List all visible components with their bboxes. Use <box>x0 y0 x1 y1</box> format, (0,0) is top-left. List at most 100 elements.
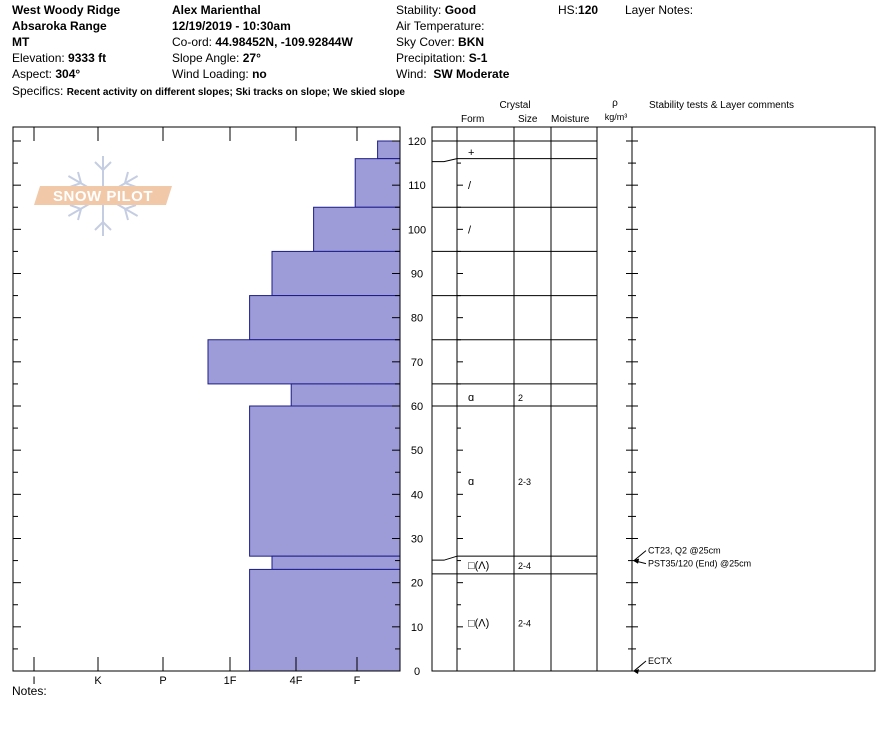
specifics-value: Recent activity on different slopes; Ski… <box>66 87 405 98</box>
crystal-size-3: 2 <box>518 393 523 403</box>
snow-height: HS:120 <box>558 3 598 18</box>
observer: Alex Marienthal <box>172 3 261 17</box>
hardness-tick-label-3: 1F <box>224 675 237 687</box>
moisture-heading: Moisture <box>551 114 590 125</box>
crystal-form-0: + <box>468 147 474 159</box>
hardness-bar-1 <box>354 158 401 208</box>
hardness-bar-6 <box>290 383 401 407</box>
wind-value: SW Moderate <box>433 67 510 81</box>
stability-value: Good <box>444 3 477 17</box>
stability-test-1: PST35/120 (End) @25cm <box>648 559 751 569</box>
elevation: Elevation: 9333 ft <box>12 51 106 66</box>
location-name: West Woody Ridge <box>12 3 121 17</box>
depth-label-100: 100 <box>408 224 426 236</box>
stability-test-0: CT23, Q2 @25cm <box>648 546 721 556</box>
stability-test-2: ECTX <box>648 656 672 666</box>
hs-value: 120 <box>578 3 599 17</box>
crystal-size-5: 2-4 <box>518 561 531 571</box>
test-pointer-2 <box>633 660 647 672</box>
test-arrowhead-2 <box>633 669 639 674</box>
sky-value: BKN <box>458 35 485 49</box>
test-pointer-0 <box>633 550 647 561</box>
form-heading: Form <box>461 114 485 125</box>
hardness-tick-label-1: K <box>94 675 102 687</box>
crystal-form-1: / <box>468 180 472 192</box>
stability: Stability: Good <box>396 3 476 18</box>
stability-tests-heading: Stability tests & Layer comments <box>649 100 795 111</box>
layer-table-frame <box>431 126 876 672</box>
slope-label: Slope Angle: <box>172 51 240 65</box>
aspect-value: 304° <box>55 67 81 81</box>
hardness-frame <box>12 126 401 672</box>
layer-grid: + / / ɑ 2 ɑ 2-3 □(Λ) 2-4 □(Λ) 2-4 CT23, Q2 @25cm PST… <box>431 126 876 674</box>
aspect-label: Aspect: <box>12 67 53 81</box>
crystal-form-5: □(Λ) <box>468 560 489 572</box>
coord-value: 44.98452N, -109.92844W <box>215 35 353 49</box>
hardness-tick-label-0: I <box>32 675 35 687</box>
snowpilot-logo: SNOW PILOT <box>34 156 172 236</box>
crystal-form-6: □(Λ) <box>468 617 489 629</box>
depth-label-50: 50 <box>411 445 423 457</box>
density-unit-heading: kg/m³ <box>604 112 628 122</box>
air-temperature: Air Temperature: <box>396 19 485 33</box>
specifics: Specifics: Recent activity on different … <box>12 84 405 100</box>
layer-connector-9 <box>432 158 458 163</box>
mountain-range: Absaroka Range <box>12 19 107 33</box>
crystal-form-2: / <box>468 224 472 236</box>
hardness-bar-4 <box>249 295 401 341</box>
specifics-label: Specifics: <box>12 84 64 98</box>
coordinates: Co-ord: 44.98452N, -109.92844W <box>172 35 353 50</box>
hardness-bar-7 <box>249 405 401 557</box>
depth-label-110: 110 <box>408 180 426 192</box>
crystal-heading: Crystal <box>499 100 531 111</box>
wind-loading-value: no <box>252 67 267 81</box>
stability-label: Stability: <box>396 3 442 17</box>
hardness-bars <box>207 140 401 672</box>
slope-angle: Slope Angle: 27° <box>172 51 261 66</box>
depth-label-70: 70 <box>411 357 423 369</box>
hs-label: HS: <box>558 3 579 17</box>
layer-notes-label: Layer Notes: <box>625 3 694 17</box>
wind-loading-label: Wind Loading: <box>172 67 249 81</box>
depth-label-60: 60 <box>411 401 423 413</box>
aspect: Aspect: 304° <box>12 67 80 82</box>
depth-label-30: 30 <box>411 534 423 546</box>
hardness-tick-label-2: P <box>159 675 166 687</box>
hardness-bar-5 <box>207 339 401 385</box>
hardness-bar-3 <box>271 250 401 297</box>
logo-text: SNOW PILOT <box>53 188 153 205</box>
crystal-form-4: ɑ <box>468 476 474 488</box>
state: MT <box>12 35 30 49</box>
depth-label-20: 20 <box>411 578 423 590</box>
depth-label-10: 10 <box>411 622 423 634</box>
precip-label: Precipitation: <box>396 51 466 65</box>
wind: Wind: SW Moderate <box>396 67 509 82</box>
hardness-bar-8 <box>271 555 401 570</box>
depth-label-90: 90 <box>411 269 423 281</box>
precipitation: Precipitation: S-1 <box>396 51 487 66</box>
elevation-value: 9333 ft <box>68 51 107 65</box>
hardness-tick-label-4: 4F <box>290 675 303 687</box>
depth-label-120: 120 <box>408 136 426 148</box>
hardness-bar-2 <box>313 206 401 252</box>
notes-label: Notes: <box>12 684 47 698</box>
wind-label: Wind: <box>396 67 427 81</box>
hardness-tick-label-5: F <box>354 675 361 687</box>
crystal-size-4: 2-3 <box>518 477 531 487</box>
depth-label-0: 0 <box>414 666 420 678</box>
layer-connector-2 <box>432 555 458 561</box>
depth-label-40: 40 <box>411 489 423 501</box>
hardness-bar-9 <box>249 568 401 672</box>
wind-loading: Wind Loading: no <box>172 67 267 82</box>
sky-label: Sky Cover: <box>396 35 455 49</box>
sky-cover: Sky Cover: BKN <box>396 35 484 50</box>
depth-label-80: 80 <box>411 313 423 325</box>
hardness-axes: I K P 1F 4F F 0 10 20 30 40 50 60 70 80 90 100 110 120 <box>12 126 426 687</box>
elevation-label: Elevation: <box>12 51 65 65</box>
crystal-form-3: ɑ <box>468 392 474 404</box>
rho-heading: ρ <box>612 98 618 109</box>
crystal-size-6: 2-4 <box>518 618 531 628</box>
test-arrowhead-1 <box>633 558 639 564</box>
precip-value: S-1 <box>468 51 488 65</box>
